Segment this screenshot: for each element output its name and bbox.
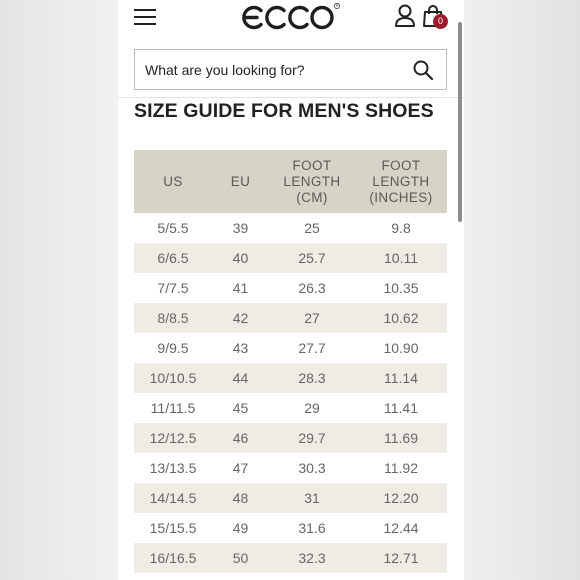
cell-us: 6/6.5: [134, 243, 212, 273]
cell-cm: 31.6: [298, 520, 326, 536]
table-row: 13/13.5 47 30.3 11.92: [134, 453, 447, 483]
cell-cm: 30.3: [298, 460, 326, 476]
table-row: 14/14.5 48 31 12.20: [134, 483, 447, 513]
size-table: US EU FOOT LENGTH (CM) FOOT LENGTH (INCH…: [134, 150, 447, 573]
cell-eu: 50: [212, 543, 269, 573]
cell-us: 7/7.5: [157, 280, 189, 296]
cell-in: 10.62: [355, 303, 447, 333]
table-row: 5/5.5 39 25 9.8: [134, 213, 447, 243]
search-bar: [134, 49, 447, 90]
cell-cm: 27.7: [298, 340, 326, 356]
account-icon[interactable]: [394, 4, 416, 28]
header-divider: [118, 97, 464, 98]
page-title: SIZE GUIDE FOR MEN'S SHOES: [134, 100, 434, 122]
cell-us: 12/12.5: [134, 423, 212, 453]
cell-eu: 49: [232, 520, 249, 536]
cell-us: 9/9.5: [157, 340, 189, 356]
cell-us: 16/16.5: [134, 543, 212, 573]
cell-eu: 44: [212, 363, 269, 393]
background-right: [464, 0, 580, 580]
background-left: [0, 0, 118, 580]
cell-eu: 39: [232, 220, 249, 236]
cell-us: 5/5.5: [157, 220, 189, 236]
cell-in: 11.92: [384, 460, 418, 476]
header-foot-length-cm: FOOT LENGTH (CM): [269, 150, 355, 213]
table-row: 10/10.5 44 28.3 11.14: [134, 363, 447, 393]
cell-us: 10/10.5: [134, 363, 212, 393]
header-foot-length-inches: FOOT LENGTH (INCHES): [355, 150, 447, 213]
ecco-logo[interactable]: R: [238, 0, 342, 34]
cell-us: 8/8.5: [134, 303, 212, 333]
cell-eu: 47: [232, 460, 249, 476]
cell-in: 9.8: [391, 220, 411, 236]
table-row: 8/8.5 42 27 10.62: [134, 303, 447, 333]
cell-in: 12.20: [355, 483, 447, 513]
cell-eu: 46: [212, 423, 269, 453]
cell-cm: 31: [269, 483, 355, 513]
cell-us: 13/13.5: [149, 460, 197, 476]
cell-in: 10.35: [383, 280, 419, 296]
cell-cm: 32.3: [269, 543, 355, 573]
table-row: 9/9.5 43 27.7 10.90: [134, 333, 447, 363]
cell-eu: 45: [232, 400, 249, 416]
cell-in: 11.41: [384, 400, 418, 416]
cell-in: 10.90: [383, 340, 419, 356]
table-row: 16/16.5 50 32.3 12.71: [134, 543, 447, 573]
cart-count-badge: 0: [433, 14, 448, 29]
cell-cm: 25: [304, 220, 320, 236]
search-icon[interactable]: [412, 59, 434, 81]
cell-eu: 40: [212, 243, 269, 273]
scrollbar[interactable]: [458, 22, 462, 222]
menu-icon[interactable]: [134, 9, 158, 25]
table-row: 7/7.5 41 26.3 10.35: [134, 273, 447, 303]
cell-cm: 28.3: [269, 363, 355, 393]
search-input[interactable]: [145, 59, 395, 81]
cell-cm: 25.7: [269, 243, 355, 273]
cell-eu: 42: [212, 303, 269, 333]
cell-cm: 27: [269, 303, 355, 333]
site-header: R 0: [118, 0, 464, 40]
cell-us: 15/15.5: [149, 520, 197, 536]
svg-text:R: R: [336, 4, 339, 8]
cell-eu: 41: [232, 280, 249, 296]
table-header-row: US EU FOOT LENGTH (CM) FOOT LENGTH (INCH…: [134, 150, 447, 213]
table-row: 12/12.5 46 29.7 11.69: [134, 423, 447, 453]
cell-in: 12.71: [355, 543, 447, 573]
cell-us: 14/14.5: [134, 483, 212, 513]
cell-in: 11.14: [355, 363, 447, 393]
cell-in: 11.69: [355, 423, 447, 453]
cell-cm: 29.7: [269, 423, 355, 453]
cell-eu: 43: [232, 340, 249, 356]
header-eu: EU: [212, 150, 269, 213]
table-row: 11/11.5 45 29 11.41: [134, 393, 447, 423]
cell-eu: 48: [212, 483, 269, 513]
cell-in: 12.44: [383, 520, 419, 536]
cell-in: 10.11: [355, 243, 447, 273]
cell-cm: 29: [304, 400, 320, 416]
header-us: US: [134, 150, 212, 213]
cell-cm: 26.3: [298, 280, 326, 296]
table-row: 6/6.5 40 25.7 10.11: [134, 243, 447, 273]
table-row: 15/15.5 49 31.6 12.44: [134, 513, 447, 543]
mobile-page: R 0 SIZE GUIDE FOR MEN'S SHOES US EU: [118, 0, 464, 580]
cell-us: 11/11.5: [150, 400, 196, 416]
